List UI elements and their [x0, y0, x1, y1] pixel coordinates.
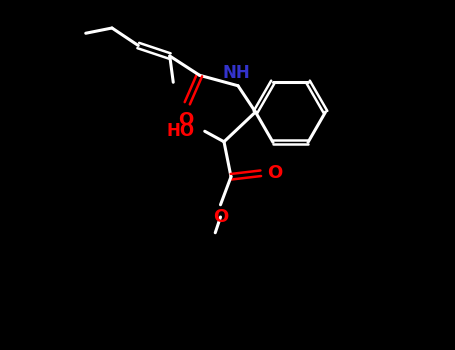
Text: HO: HO: [166, 122, 194, 140]
Text: NH: NH: [222, 64, 250, 82]
Text: O: O: [178, 111, 193, 129]
Text: O: O: [267, 164, 282, 182]
Text: O: O: [213, 208, 228, 226]
